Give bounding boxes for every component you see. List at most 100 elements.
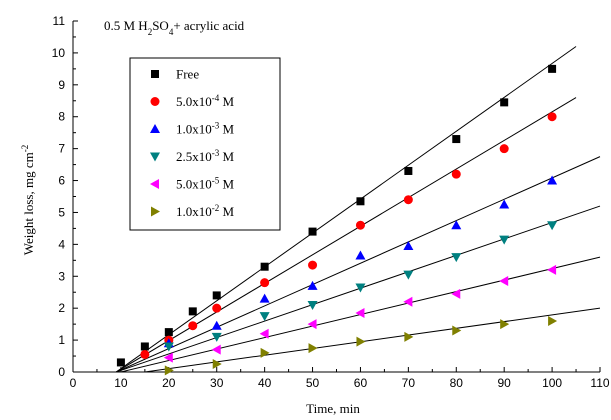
x-tick-label: 80 (450, 376, 464, 390)
x-axis-title: Time, min (306, 401, 360, 416)
data-point (355, 307, 365, 318)
x-tick-label: 20 (162, 376, 176, 390)
data-point (211, 332, 222, 342)
legend-marker (150, 124, 160, 133)
data-point (451, 288, 461, 299)
data-point (547, 264, 557, 275)
data-point (403, 296, 413, 307)
legend-label: 2.5x10-3 M (176, 148, 235, 164)
fit-line-3 (115, 205, 601, 373)
x-tick-label: 10 (114, 376, 128, 390)
data-point (355, 220, 365, 230)
x-tick-label: 70 (402, 376, 416, 390)
data-point (212, 359, 222, 370)
data-point (308, 227, 317, 236)
y-tick-label: 10 (52, 46, 66, 60)
series-0 (116, 64, 557, 367)
data-point (499, 144, 509, 154)
y-tick-label: 2 (58, 301, 65, 315)
data-point (403, 195, 413, 205)
data-point (259, 293, 270, 303)
y-tick-label: 3 (58, 269, 65, 283)
legend: Free 5.0x10-4 M 1.0x10-3 M 2.5x10-3 M 5.0x10… (129, 57, 281, 231)
x-tick-label: 30 (210, 376, 224, 390)
data-point (308, 343, 318, 354)
x-tick-label: 60 (354, 376, 368, 390)
data-point (499, 276, 509, 287)
data-point (547, 175, 558, 185)
y-tick-label: 0 (58, 365, 65, 379)
data-point (451, 220, 462, 230)
y-axis-title: Weight loss, mg cm-2 (20, 145, 36, 255)
y-tick-label: 11 (53, 14, 66, 28)
y-tick-label: 4 (58, 237, 65, 251)
y-tick-label: 5 (58, 205, 65, 219)
x-tick-label: 0 (70, 376, 77, 390)
data-point (355, 250, 366, 260)
data-point (499, 235, 510, 245)
data-point (500, 98, 509, 107)
data-point (163, 342, 174, 352)
data-point (260, 262, 269, 271)
data-points (116, 64, 558, 376)
series-1 (140, 112, 557, 359)
data-point (164, 328, 173, 337)
data-point (164, 365, 174, 376)
series-5 (164, 315, 558, 376)
x-tick-label: 100 (542, 376, 562, 390)
data-point (188, 321, 198, 331)
data-point (259, 312, 270, 322)
legend-label: 1.0x10-3 M (176, 121, 235, 137)
data-point (188, 307, 197, 316)
fit-line-0 (115, 46, 577, 373)
data-point (547, 221, 558, 231)
data-point (212, 303, 222, 313)
data-point (140, 349, 150, 359)
y-tick-label: 8 (58, 110, 65, 124)
data-point (356, 197, 365, 206)
legend-label: 1.0x10-2 M (176, 203, 235, 219)
data-point (547, 112, 557, 122)
data-point (500, 319, 510, 330)
data-point (308, 260, 318, 270)
legend-label: 5.0x10-4 M (176, 93, 235, 109)
fit-line-5 (144, 307, 601, 373)
legend-label: 5.0x10-5 M (176, 176, 235, 192)
data-point (404, 331, 414, 342)
y-tick-label: 6 (58, 174, 65, 188)
legend-marker (151, 70, 159, 78)
data-point (499, 199, 510, 209)
legend-label: Free (176, 67, 199, 82)
chart-title: 0.5 M H2SO4+ acrylic acid (104, 18, 245, 37)
series-4 (163, 264, 557, 363)
y-tick-label: 7 (58, 142, 65, 156)
data-point (307, 319, 317, 330)
data-point (452, 325, 462, 336)
data-point (260, 347, 270, 358)
data-point (548, 315, 558, 326)
data-point (403, 270, 414, 280)
data-point (404, 166, 413, 175)
axes: 0 10 20 30 40 50 60 70 80 90 100 110 0 1 2 3 4 5 6 7 8 9 10 11 (52, 14, 610, 390)
data-point (548, 64, 557, 73)
data-point (355, 283, 366, 293)
data-point (451, 253, 462, 263)
fit-line-2 (115, 156, 601, 373)
data-point (307, 300, 318, 310)
data-point (259, 328, 269, 339)
y-tick-label: 9 (58, 78, 65, 92)
legend-marker (151, 206, 160, 217)
data-point (451, 169, 461, 179)
legend-marker (150, 152, 160, 162)
y-tick-label: 1 (58, 333, 65, 347)
data-point (211, 320, 222, 330)
legend-box (129, 57, 281, 231)
data-point (452, 135, 461, 144)
x-tick-label: 40 (258, 376, 272, 390)
data-point (356, 336, 366, 347)
data-point (403, 240, 414, 250)
x-tick-label: 50 (306, 376, 320, 390)
data-point (140, 342, 149, 351)
